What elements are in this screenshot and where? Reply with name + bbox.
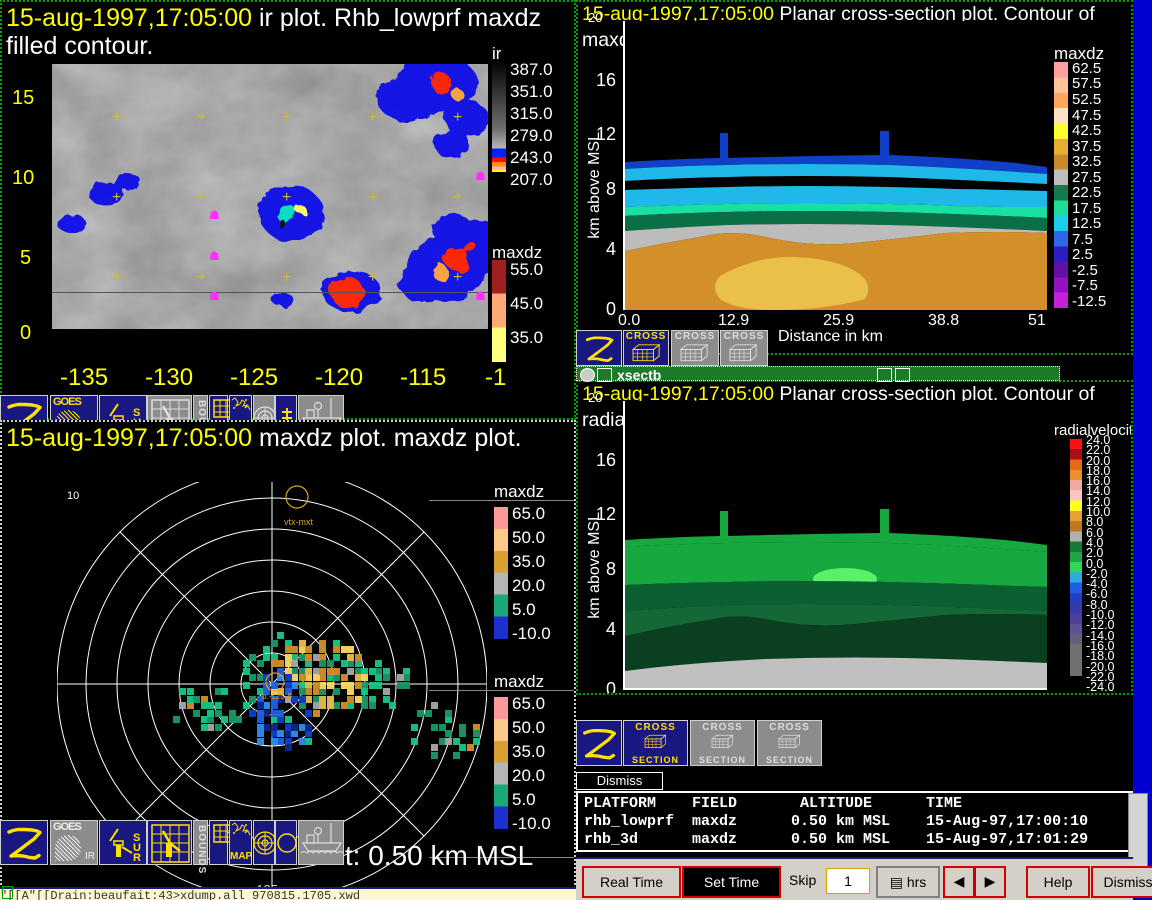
- svg-text:R: R: [133, 852, 141, 864]
